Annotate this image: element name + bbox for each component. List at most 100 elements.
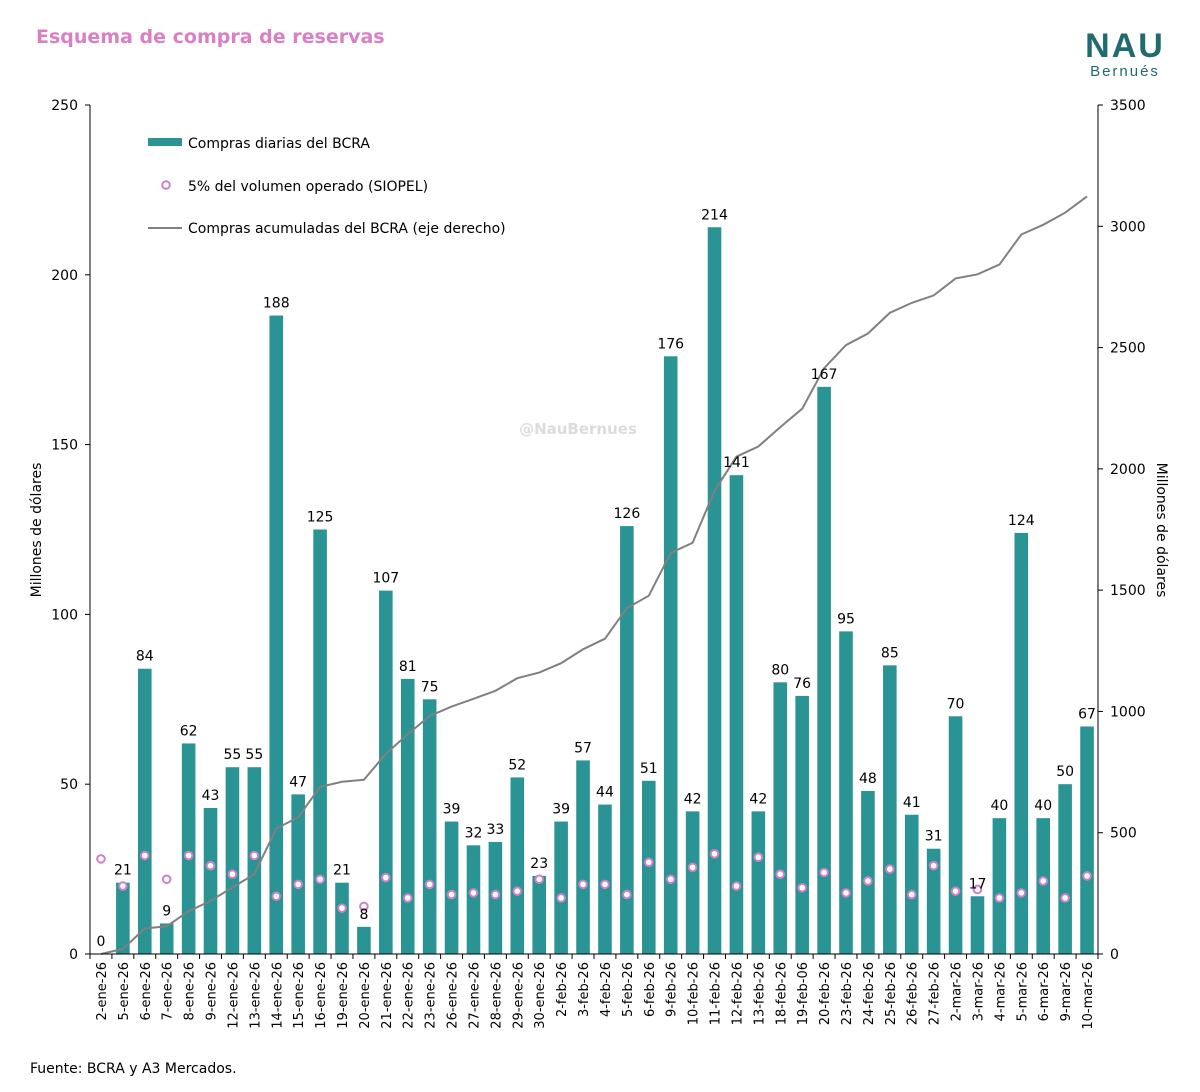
- x-tick-label: 18-feb-26: [774, 962, 789, 1025]
- x-tick-label: 12-ene-26: [226, 962, 241, 1029]
- siopel-marker: [600, 879, 610, 890]
- bar: [926, 848, 941, 954]
- logo-main-text: NAU: [1085, 27, 1165, 65]
- bar-value-label: 81: [399, 659, 417, 675]
- bar: [357, 926, 371, 954]
- bar-value-label: 21: [333, 863, 351, 879]
- right-tick-label: 1500: [1110, 583, 1146, 599]
- bar-value-label: 50: [1056, 764, 1074, 780]
- siopel-marker: [205, 860, 216, 871]
- x-tick-label: 8-ene-26: [183, 962, 198, 1020]
- bar-value-label: 41: [903, 795, 921, 811]
- brand-logo: NAU Bernués: [1080, 28, 1170, 80]
- x-tick-label: 5-ene-26: [117, 962, 132, 1020]
- bar-value-label: 17: [969, 876, 987, 892]
- bar: [620, 526, 634, 954]
- siopel-marker: [1038, 876, 1049, 886]
- right-tick-label: 3000: [1110, 219, 1146, 235]
- bar: [291, 794, 305, 954]
- bar-value-label: 40: [1034, 798, 1052, 814]
- siopel-marker: [687, 862, 698, 873]
- x-tick-label: 3-feb-26: [577, 962, 592, 1017]
- bar-value-label: 84: [136, 649, 154, 665]
- bar: [532, 875, 547, 954]
- bar-value-label: 8: [359, 907, 368, 923]
- bar-value-label: 67: [1078, 706, 1096, 722]
- bar-value-label: 124: [1008, 513, 1035, 529]
- x-tick-label: 21-ene-26: [380, 962, 395, 1029]
- siopel-marker: [556, 893, 566, 903]
- bar: [1080, 726, 1094, 954]
- x-tick-label: 13-ene-26: [248, 962, 263, 1029]
- bar-value-label: 126: [614, 506, 641, 522]
- x-tick-label: 14-ene-26: [270, 962, 285, 1029]
- legend-marker-swatch: [161, 180, 171, 190]
- bar: [883, 665, 897, 954]
- right-tick-label: 1000: [1110, 704, 1146, 720]
- bar-value-label: 9: [162, 903, 171, 919]
- bar: [576, 760, 590, 954]
- bar-value-label: 40: [990, 798, 1008, 814]
- left-tick-label: 250: [51, 98, 78, 114]
- cumulative-line: [100, 195, 1088, 955]
- x-tick-label: 19-ene-26: [336, 962, 351, 1029]
- siopel-marker: [731, 881, 742, 891]
- siopel-marker: [227, 869, 238, 879]
- legend-bar-label: Compras diarias del BCRA: [188, 136, 370, 152]
- right-axis-title: Millones de dólares: [1153, 463, 1169, 598]
- x-tick-label: 2-feb-26: [555, 962, 570, 1017]
- watermark-text: @NauBernues: [519, 420, 637, 438]
- siopel-marker: [96, 854, 106, 864]
- bar: [269, 315, 284, 954]
- siopel-marker: [381, 872, 391, 883]
- x-tick-label: 6-feb-26: [643, 962, 658, 1017]
- bar-value-label: 176: [657, 336, 684, 352]
- siopel-marker: [139, 850, 150, 861]
- bar-value-label: 188: [263, 296, 290, 312]
- left-tick-label: 50: [60, 777, 78, 793]
- siopel-marker: [928, 860, 939, 871]
- bar-value-label: 0: [96, 934, 105, 950]
- x-tick-label: 4-mar-26: [993, 962, 1008, 1021]
- x-tick-label: 5-feb-26: [621, 962, 636, 1017]
- siopel-marker: [797, 882, 807, 893]
- right-tick-label: 500: [1110, 826, 1137, 842]
- left-axis-title: Millones de dólares: [29, 463, 45, 598]
- bar: [598, 804, 612, 954]
- bar-value-label: 52: [508, 757, 526, 773]
- legend-line-label: Compras acumuladas del BCRA (eje derecho…: [188, 221, 506, 237]
- bar: [1058, 784, 1072, 954]
- legend-bar-swatch: [148, 138, 182, 146]
- legend-marker-label: 5% del volumen operado (SIOPEL): [188, 179, 428, 195]
- bar: [729, 475, 744, 954]
- siopel-marker: [863, 876, 873, 886]
- left-tick-label: 200: [51, 268, 78, 284]
- bar: [510, 777, 525, 954]
- bar-value-label: 21: [114, 863, 132, 879]
- bar: [1014, 532, 1029, 954]
- right-tick-label: 2500: [1110, 341, 1146, 357]
- siopel-marker: [709, 849, 720, 859]
- bar: [861, 790, 875, 954]
- bar: [313, 529, 327, 954]
- bar: [904, 814, 919, 954]
- siopel-marker: [950, 886, 961, 896]
- bar-value-label: 85: [881, 645, 899, 661]
- x-tick-label: 6-ene-26: [139, 962, 154, 1020]
- bar-value-label: 107: [372, 571, 399, 587]
- chart-title: Esquema de compra de reservas: [36, 26, 385, 48]
- siopel-marker: [643, 857, 654, 868]
- bar-value-label: 39: [443, 802, 461, 818]
- bar: [444, 821, 459, 954]
- x-tick-label: 9-feb-26: [665, 962, 680, 1017]
- x-tick-label: 27-feb-26: [928, 962, 943, 1025]
- x-tick-label: 27-ene-26: [467, 962, 482, 1029]
- bar: [335, 882, 349, 954]
- x-tick-label: 30-ene-26: [533, 962, 548, 1029]
- x-tick-label: 3-mar-26: [971, 962, 986, 1021]
- right-tick-label: 0: [1110, 947, 1119, 963]
- bar: [137, 668, 152, 954]
- bar-value-label: 70: [947, 696, 965, 712]
- x-tick-label: 13-feb-26: [752, 962, 767, 1025]
